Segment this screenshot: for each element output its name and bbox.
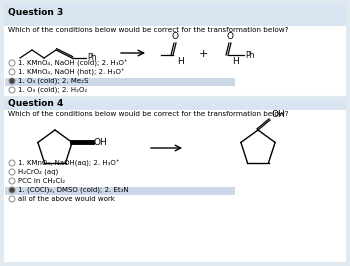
Text: OH: OH [271,110,285,119]
FancyBboxPatch shape [5,77,235,86]
Text: O: O [172,32,178,41]
Text: 1. (COCl)₂, DMSO (cold); 2. Et₃N: 1. (COCl)₂, DMSO (cold); 2. Et₃N [18,187,129,193]
Text: 1. O₃ (cold); 2. H₂O₂: 1. O₃ (cold); 2. H₂O₂ [18,87,87,93]
Circle shape [9,187,15,193]
Text: all of the above would work: all of the above would work [18,196,115,202]
Text: Question 4: Question 4 [8,99,63,108]
Text: 1. KMnO₄, NaOH (hot); 2. H₃O⁺: 1. KMnO₄, NaOH (hot); 2. H₃O⁺ [18,68,125,76]
Text: Ph: Ph [245,51,254,60]
Text: 1. O₃ (cold); 2. Me₂S: 1. O₃ (cold); 2. Me₂S [18,78,88,84]
Text: Which of the conditions below would be correct for the transformation below?: Which of the conditions below would be c… [8,111,288,117]
Text: +: + [198,49,208,59]
FancyBboxPatch shape [4,4,346,26]
Text: Question 3: Question 3 [8,8,63,17]
Text: H₂CrO₄ (aq): H₂CrO₄ (aq) [18,169,58,175]
Text: 1. KMnO₄, NaOH(aq); 2. H₃O⁺: 1. KMnO₄, NaOH(aq); 2. H₃O⁺ [18,159,119,167]
Circle shape [9,78,15,84]
FancyBboxPatch shape [4,98,346,110]
Text: Which of the conditions below would be correct for the transformation below?: Which of the conditions below would be c… [8,27,288,33]
Text: PCC in CH₂Cl₂: PCC in CH₂Cl₂ [18,178,65,184]
FancyBboxPatch shape [4,4,346,262]
Text: H: H [177,57,184,66]
Text: H: H [232,57,239,66]
Text: Ph: Ph [87,53,97,63]
Text: O: O [226,32,233,41]
Text: OH: OH [93,138,107,147]
FancyBboxPatch shape [5,186,235,195]
Text: 1. KMnO₄, NaOH (cold); 2. H₃O⁺: 1. KMnO₄, NaOH (cold); 2. H₃O⁺ [18,59,128,66]
